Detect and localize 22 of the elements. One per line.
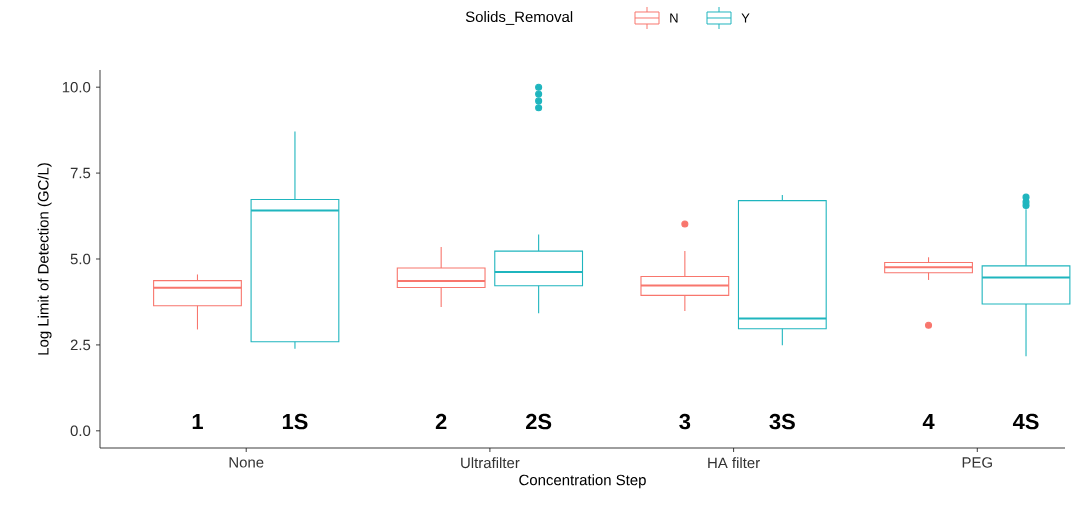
annotation: 1 bbox=[192, 414, 203, 430]
annotation: 2 bbox=[435, 413, 447, 430]
y-tick-label: 2.5 bbox=[70, 339, 91, 351]
x-tick-label: Ultrafilter bbox=[461, 457, 520, 469]
legend-label: Y bbox=[741, 13, 750, 23]
x-tick-label: HA filter bbox=[708, 457, 760, 469]
annotation: 4S bbox=[1012, 413, 1039, 430]
y-tick-label: 0.0 bbox=[70, 425, 91, 437]
legend-title: Solids_Removal bbox=[465, 11, 573, 25]
annotation: 3 bbox=[679, 413, 691, 430]
x-tick-label: None bbox=[229, 457, 264, 468]
y-tick-label: 7.5 bbox=[70, 167, 91, 179]
annotation: 4 bbox=[922, 414, 935, 430]
x-tick-label: PEG bbox=[962, 457, 992, 468]
x-axis-title: Concentration Step bbox=[519, 474, 646, 489]
y-axis-title: Log Limit of Detection (GC/L) bbox=[37, 163, 52, 355]
annotation: 3S bbox=[769, 413, 795, 430]
y-tick-label: 10.0 bbox=[62, 81, 91, 93]
legend-label: N bbox=[670, 13, 678, 23]
annotation: 2S bbox=[526, 413, 552, 430]
annotation: 1S bbox=[282, 413, 308, 430]
y-tick-label: 5.0 bbox=[70, 253, 91, 265]
